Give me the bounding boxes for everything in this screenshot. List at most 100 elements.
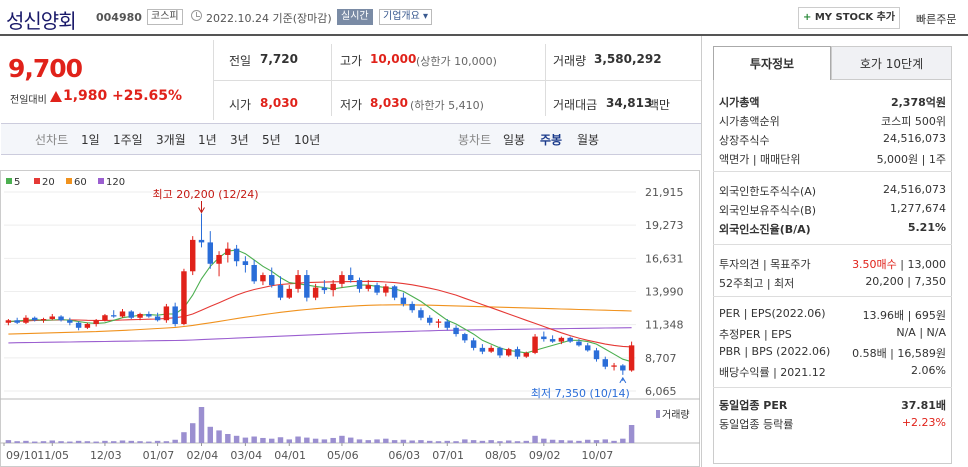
candle-body[interactable] [365,285,371,289]
candle-body[interactable] [523,352,529,357]
candle-body[interactable] [225,248,231,255]
candle-body[interactable] [435,321,442,323]
period-weekly[interactable]: 주봉 [540,133,563,147]
candle-body[interactable] [462,334,468,341]
candle-body[interactable] [172,306,178,325]
candle-body[interactable] [75,322,82,328]
company-info-dropdown[interactable]: 기업개요 ▾ [379,9,433,25]
candle-body[interactable] [418,310,424,318]
candle-body[interactable] [339,275,345,284]
period-monthly[interactable]: 월봉 [577,133,600,147]
y-tick-label: 6,065 [645,385,677,398]
candle-body[interactable] [391,286,398,298]
period-10y[interactable]: 10년 [294,133,321,147]
candle-body[interactable] [427,317,433,323]
candle-body[interactable] [602,359,608,367]
candle-body[interactable] [400,297,407,304]
mystock-label: MY STOCK 추가 [814,12,896,23]
period-5y[interactable]: 5년 [262,133,281,147]
candle-body[interactable] [119,311,126,317]
candle-body[interactable] [216,254,222,264]
candle-body[interactable] [198,239,205,243]
candle-body[interactable] [111,315,117,317]
period-1y[interactable]: 1년 [198,133,217,147]
candle-body[interactable] [488,347,494,352]
candle-body[interactable] [567,337,573,342]
candle-body[interactable] [286,288,292,298]
mystock-add-button[interactable]: + MY STOCK 추가 [798,7,900,29]
candle-body[interactable] [260,275,266,282]
price-chart[interactable]: 5 20 60 120 21,915 19,273 16,631 13,990 11,348 8,… [0,170,700,467]
candle-body[interactable] [58,316,64,321]
candle-body[interactable] [497,347,503,356]
candle-body[interactable] [102,315,108,321]
realtime-button[interactable]: 실시간 [337,9,373,25]
candle-body[interactable] [67,320,73,323]
candle-body[interactable] [295,275,301,289]
candle-body[interactable] [453,327,459,335]
candle-body[interactable] [541,336,547,340]
candle-body[interactable] [304,275,310,298]
candle-body[interactable] [233,248,240,262]
candle-body[interactable] [14,320,20,323]
candle-body[interactable] [40,318,47,321]
candle-body[interactable] [479,347,486,352]
candle-body[interactable] [576,341,582,346]
legend-label: 5 [14,177,20,188]
info-label: PER | EPS(2022.06) [719,307,826,320]
candle-body[interactable] [277,285,284,298]
candle-body[interactable] [620,365,626,371]
candle-body[interactable] [321,287,328,291]
candle-body[interactable] [593,350,600,360]
candle-body[interactable] [470,340,477,348]
volume-bar [111,441,117,443]
candle-body[interactable] [611,365,617,367]
candle-body[interactable] [506,349,512,356]
candle-body[interactable] [514,349,521,357]
candle-body[interactable] [84,324,91,328]
volume-bar [304,437,310,443]
candle-body[interactable] [549,339,556,342]
period-3m[interactable]: 3개월 [156,133,186,147]
volume-bar [427,440,433,443]
candle-body[interactable] [93,320,99,325]
period-1w[interactable]: 1주일 [113,133,143,147]
candle-body[interactable] [190,239,196,272]
candle-body[interactable] [181,271,187,325]
candle-body[interactable] [269,275,275,286]
candle-body[interactable] [5,320,12,323]
candle-body[interactable] [383,286,389,293]
candle-body[interactable] [146,313,152,317]
tab-invest-info[interactable]: 투자정보 [713,46,831,80]
candle-body[interactable] [409,303,415,311]
period-daily[interactable]: 일봉 [503,133,526,147]
candle-body[interactable] [444,321,450,328]
tab-quote-10[interactable]: 호가 10단계 [831,46,952,80]
volume-bar [23,440,29,443]
candle-body[interactable] [251,265,257,282]
candle-body[interactable] [348,275,354,281]
candle-body[interactable] [128,311,134,318]
quick-order-button[interactable]: 빠른주문 [916,13,957,26]
candle-body[interactable] [356,280,363,289]
volume-bar [216,430,222,443]
candle-body[interactable] [49,316,55,319]
volume-bar [40,441,47,443]
info-label: 52주최고 | 최저 [719,277,795,290]
candle-body[interactable] [330,283,336,291]
candle-body[interactable] [163,306,170,321]
candle-body[interactable] [628,345,635,371]
period-3y[interactable]: 3년 [230,133,249,147]
candle-body[interactable] [558,337,565,342]
candle-body[interactable] [32,317,38,321]
candle-body[interactable] [23,317,29,323]
candle-body[interactable] [137,313,143,318]
candle-body[interactable] [585,345,591,351]
candle-body[interactable] [312,287,319,298]
candle-body[interactable] [532,336,538,353]
candle-body[interactable] [374,285,380,293]
candle-body[interactable] [242,261,249,266]
candle-body[interactable] [154,316,161,321]
candle-body[interactable] [207,242,213,264]
period-1d[interactable]: 1일 [81,133,100,147]
